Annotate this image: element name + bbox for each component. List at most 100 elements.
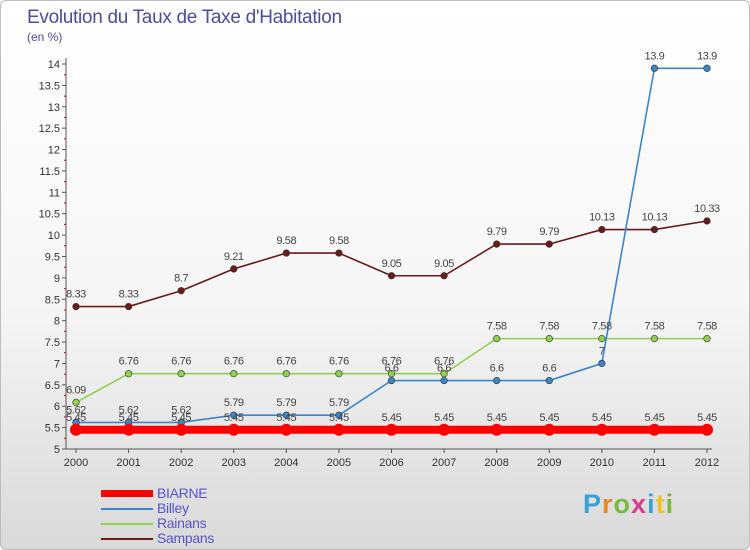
data-point-sampans: [387, 272, 396, 280]
data-label-rainans: 6.76: [224, 356, 244, 368]
y-tick-label: 9.5: [45, 252, 60, 264]
data-label-sampans: 9.05: [382, 258, 402, 270]
y-tick-label: 6.5: [45, 380, 60, 392]
y-tick-label: 6: [54, 401, 60, 413]
x-tick-label: 2001: [116, 457, 140, 469]
data-point-sampans: [124, 302, 133, 311]
data-point-biarne: [595, 423, 608, 436]
data-point-rainans: [72, 398, 80, 406]
data-point-biarne: [543, 423, 556, 436]
x-tick-label: 2002: [169, 457, 193, 469]
data-point-biarne: [227, 423, 240, 436]
data-label-billey: 5.79: [224, 397, 244, 409]
data-point-sampans: [177, 287, 185, 295]
x-tick-label: 2000: [64, 457, 88, 469]
data-label-sampans: 10.13: [642, 212, 668, 224]
legend-swatch: [101, 490, 153, 497]
data-point-biarne: [175, 423, 188, 436]
data-label-biarne: 5.45: [276, 412, 296, 424]
legend-swatch: [101, 523, 153, 525]
data-point-sampans: [650, 225, 659, 234]
data-label-billey: 13.9: [697, 50, 717, 62]
data-point-billey: [282, 411, 290, 419]
x-tick-label: 2005: [327, 457, 351, 469]
data-point-rainans: [650, 335, 659, 343]
data-label-rainans: 7.58: [539, 321, 559, 333]
data-label-rainans: 6.76: [171, 356, 191, 368]
x-tick-label: 2012: [695, 457, 719, 469]
data-label-billey: 5.79: [329, 397, 349, 409]
data-label-rainans: 7.58: [487, 321, 507, 333]
y-tick-label: 14: [48, 59, 60, 71]
data-point-rainans: [177, 370, 185, 378]
y-tick-label: 5.5: [45, 423, 60, 435]
data-label-biarne: 5.45: [645, 412, 665, 424]
data-label-sampans: 9.58: [329, 235, 349, 247]
data-point-billey: [230, 411, 238, 419]
data-label-rainans: 6.76: [329, 356, 349, 368]
data-point-sampans: [72, 302, 80, 311]
y-tick-label: 8: [54, 316, 60, 328]
data-label-rainans: 6.76: [276, 356, 296, 368]
data-label-sampans: 9.79: [487, 226, 507, 238]
data-point-billey: [545, 376, 553, 385]
data-label-sampans: 8.33: [119, 289, 139, 301]
data-label-biarne: 5.45: [382, 412, 402, 424]
x-tick-label: 2009: [537, 457, 561, 469]
data-point-rainans: [230, 370, 238, 378]
data-point-biarne: [122, 423, 135, 436]
data-label-rainans: 6.09: [66, 384, 86, 396]
data-point-rainans: [282, 370, 290, 378]
x-tick-label: 2006: [379, 457, 403, 469]
data-label-sampans: 10.13: [589, 212, 615, 224]
legend-swatch: [101, 538, 153, 540]
data-point-sampans: [493, 240, 501, 248]
data-point-rainans: [335, 370, 343, 378]
data-point-rainans: [124, 370, 133, 378]
x-tick-label: 2007: [432, 457, 456, 469]
y-tick-label: 12.5: [39, 123, 60, 135]
data-point-billey: [703, 64, 711, 72]
chart-subtitle: (en %): [27, 30, 63, 44]
data-point-rainans: [493, 335, 501, 343]
y-tick-label: 13: [48, 102, 60, 114]
data-point-billey: [493, 376, 501, 385]
data-label-rainans: 6.76: [119, 356, 139, 368]
proxiti-logo: Proxiti: [583, 489, 675, 519]
legend-label: BIARNE: [157, 485, 208, 501]
data-point-billey: [598, 359, 606, 368]
y-tick-label: 12: [48, 145, 60, 157]
data-label-rainans: 6.76: [434, 356, 454, 368]
data-label-sampans: 9.58: [276, 235, 296, 247]
data-point-sampans: [335, 249, 343, 257]
data-point-billey: [440, 376, 448, 385]
data-point-sampans: [282, 249, 290, 257]
data-label-biarne: 5.45: [66, 412, 86, 424]
y-tick-label: 10: [48, 230, 60, 242]
data-label-biarne: 5.45: [224, 412, 244, 424]
x-tick-label: 2003: [222, 457, 246, 469]
y-tick-label: 7: [54, 358, 60, 370]
data-label-biarne: 5.45: [119, 412, 139, 424]
line-chart: 55.566.577.588.599.51010.51111.51212.513…: [39, 50, 721, 469]
data-label-rainans: 7.58: [697, 321, 717, 333]
data-label-sampans: 8.33: [66, 289, 86, 301]
data-label-biarne: 5.45: [539, 412, 559, 424]
data-label-biarne: 5.45: [592, 412, 612, 424]
y-tick-label: 9: [54, 273, 60, 285]
data-label-sampans: 10.33: [694, 203, 720, 215]
y-tick-label: 7.5: [45, 337, 60, 349]
data-point-biarne: [332, 423, 345, 436]
data-label-billey: 5.62: [66, 404, 86, 416]
y-tick-label: 13.5: [39, 80, 60, 92]
data-point-sampans: [545, 240, 553, 248]
data-label-billey: 5.62: [171, 404, 191, 416]
x-tick-label: 2011: [643, 457, 667, 469]
data-label-sampans: 8.7: [174, 273, 188, 285]
data-point-sampans: [598, 225, 606, 234]
y-tick-label: 8.5: [45, 294, 60, 306]
data-point-billey: [387, 376, 396, 385]
legend-label: Sampans: [157, 530, 215, 546]
data-label-billey: 5.62: [119, 404, 139, 416]
data-label-billey: 6.6: [437, 363, 451, 375]
